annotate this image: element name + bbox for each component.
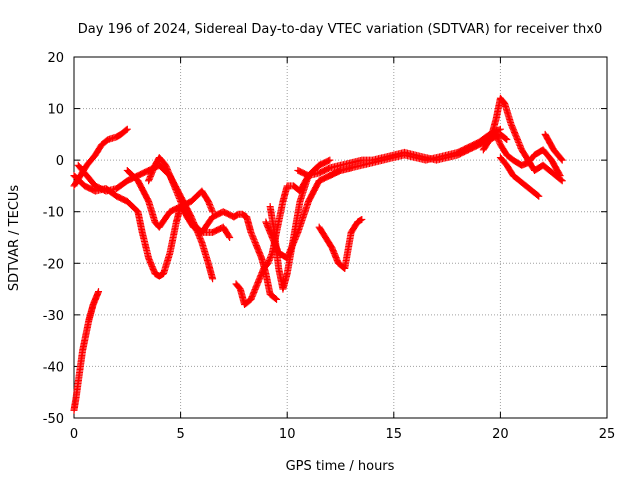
series-track-k [315, 215, 366, 272]
y-tick-label: 0 [56, 154, 64, 169]
grid-lines [74, 57, 607, 418]
y-tick-label: -30 [43, 309, 64, 324]
x-tick-label: 0 [70, 427, 78, 442]
y-tick-label: -10 [43, 206, 64, 221]
series-track-q [541, 130, 566, 164]
x-tick-label: 25 [599, 427, 616, 442]
x-tick-label: 15 [386, 427, 403, 442]
series-markers [326, 125, 504, 180]
series-track-j [266, 161, 323, 293]
series-track-m [326, 125, 504, 180]
chart-title: Day 196 of 2024, Sidereal Day-to-day VTE… [78, 22, 602, 37]
data-series [70, 94, 566, 414]
x-tick-label: 5 [176, 427, 184, 442]
series-markers [145, 154, 234, 241]
plot-border [73, 56, 608, 419]
y-tick-label: 20 [47, 51, 64, 66]
y-tick-label: -50 [43, 412, 64, 427]
y-tick-label: -40 [43, 360, 64, 375]
axis-ticks: 0 5 10 15 20 25 -50 -40 -30 -20 -10 0 10 20 [43, 51, 616, 442]
series-track-f [145, 154, 234, 241]
x-tick-label: 20 [492, 427, 509, 442]
series-markers [496, 154, 543, 200]
series-track-p [496, 154, 543, 200]
series-markers [70, 288, 103, 414]
y-tick-label: -20 [43, 257, 64, 272]
y-tick-label: 10 [47, 103, 64, 118]
y-axis-label: SDTVAR / TECUs [7, 185, 22, 292]
series-markers [479, 130, 564, 180]
series-track-a [70, 288, 103, 414]
series-markers [266, 161, 323, 293]
x-tick-label: 10 [279, 427, 296, 442]
series-track-o [479, 130, 564, 180]
series-markers [315, 215, 366, 272]
series-markers [541, 130, 566, 164]
x-axis-label: GPS time / hours [286, 459, 395, 474]
